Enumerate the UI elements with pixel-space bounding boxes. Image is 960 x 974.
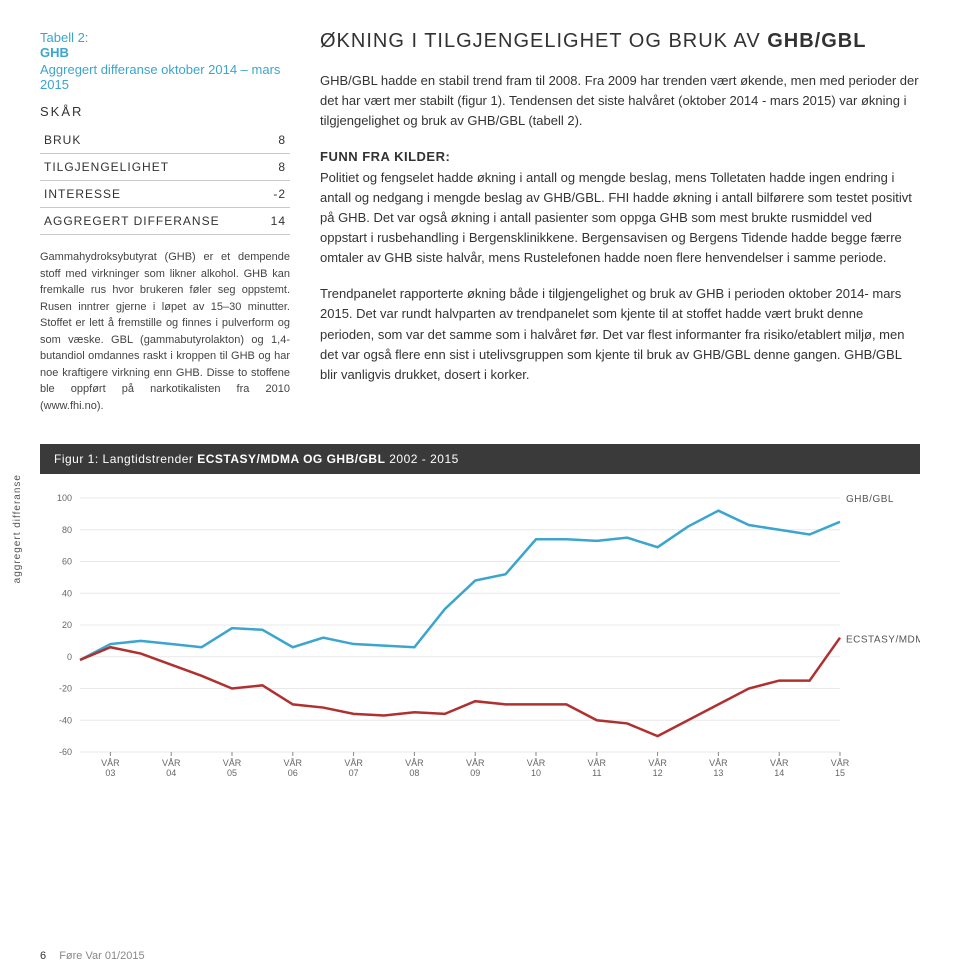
svg-text:06: 06 (288, 768, 298, 778)
svg-text:VÅR: VÅR (770, 758, 789, 768)
page-number: 6 (40, 950, 46, 962)
svg-text:ECSTASY/MDMA: ECSTASY/MDMA (846, 635, 920, 646)
svg-text:VÅR: VÅR (101, 758, 120, 768)
table-row: AGGREGERT DIFFERANSE14 (40, 208, 290, 235)
table-label-strong: GHB (40, 45, 69, 60)
table-subtitle: Aggregert differanse oktober 2014 – mars… (40, 62, 290, 92)
table-cell-value: -2 (262, 181, 290, 208)
svg-text:VÅR: VÅR (588, 758, 607, 768)
table-title: Tabell 2: GHB (40, 30, 290, 60)
svg-text:03: 03 (105, 768, 115, 778)
table-label-prefix: Tabell 2: (40, 30, 88, 45)
svg-text:VÅR: VÅR (344, 758, 363, 768)
chart-ylabel: aggregert differanse (12, 474, 23, 583)
chart-title-pre: Figur 1: Langtidstrender (54, 452, 197, 466)
svg-text:VÅR: VÅR (709, 758, 728, 768)
line-chart: -60-40-20020406080100VÅR03VÅR04VÅR05VÅR0… (40, 488, 920, 788)
para2-block: FUNN FRA KILDER: Politiet og fengselet h… (320, 147, 920, 268)
svg-text:12: 12 (653, 768, 663, 778)
svg-text:20: 20 (62, 620, 72, 630)
table-cell-label: BRUK (40, 127, 262, 154)
svg-text:VÅR: VÅR (162, 758, 181, 768)
table-cell-label: AGGREGERT DIFFERANSE (40, 208, 262, 235)
table-cell-value: 14 (262, 208, 290, 235)
svg-text:80: 80 (62, 525, 72, 535)
svg-text:VÅR: VÅR (223, 758, 242, 768)
svg-text:-60: -60 (59, 747, 72, 757)
svg-text:11: 11 (592, 768, 601, 778)
svg-text:04: 04 (166, 768, 176, 778)
skar-label: SKÅR (40, 104, 290, 119)
table-cell-value: 8 (262, 127, 290, 154)
headline-pre: ØKNING I TILGJENGELIGHET OG BRUK AV (320, 30, 767, 52)
para3: Trendpanelet rapporterte økning både i t… (320, 284, 920, 385)
svg-text:VÅR: VÅR (831, 758, 850, 768)
svg-text:-40: -40 (59, 715, 72, 725)
left-body-text: Gammahydroksybutyrat (GHB) er et dempend… (40, 249, 290, 414)
chart-title-post: 2002 - 2015 (385, 452, 458, 466)
svg-text:07: 07 (349, 768, 359, 778)
svg-text:100: 100 (57, 493, 72, 503)
svg-text:40: 40 (62, 588, 72, 598)
table-row: TILGJENGELIGHET8 (40, 154, 290, 181)
para2: Politiet og fengselet hadde økning i ant… (320, 170, 912, 266)
table-row: BRUK8 (40, 127, 290, 154)
footer-text: Føre Var 01/2015 (59, 950, 144, 962)
svg-text:60: 60 (62, 557, 72, 567)
svg-text:14: 14 (774, 768, 784, 778)
table-row: INTERESSE-2 (40, 181, 290, 208)
svg-text:VÅR: VÅR (284, 758, 303, 768)
table-cell-value: 8 (262, 154, 290, 181)
funn-label: FUNN FRA KILDER: (320, 149, 450, 164)
table-cell-label: TILGJENGELIGHET (40, 154, 262, 181)
svg-text:VÅR: VÅR (405, 758, 424, 768)
svg-text:GHB/GBL: GHB/GBL (846, 494, 894, 505)
svg-text:09: 09 (470, 768, 480, 778)
svg-text:VÅR: VÅR (466, 758, 485, 768)
svg-text:15: 15 (835, 768, 845, 778)
headline: ØKNING I TILGJENGELIGHET OG BRUK AV GHB/… (320, 30, 920, 53)
svg-text:VÅR: VÅR (648, 758, 667, 768)
svg-text:13: 13 (713, 768, 723, 778)
table-cell-label: INTERESSE (40, 181, 262, 208)
svg-text:VÅR: VÅR (527, 758, 546, 768)
data-table: BRUK8TILGJENGELIGHET8INTERESSE-2AGGREGER… (40, 127, 290, 235)
svg-text:0: 0 (67, 652, 72, 662)
svg-text:08: 08 (409, 768, 419, 778)
footer: 6 Føre Var 01/2015 (40, 950, 145, 962)
svg-text:10: 10 (531, 768, 541, 778)
svg-text:-20: -20 (59, 684, 72, 694)
para1: GHB/GBL hadde en stabil trend fram til 2… (320, 71, 920, 131)
chart-title-bar: Figur 1: Langtidstrender ECSTASY/MDMA OG… (40, 444, 920, 474)
svg-text:05: 05 (227, 768, 237, 778)
chart-title-strong: ECSTASY/MDMA OG GHB/GBL (197, 452, 385, 466)
headline-strong: GHB/GBL (767, 30, 866, 52)
